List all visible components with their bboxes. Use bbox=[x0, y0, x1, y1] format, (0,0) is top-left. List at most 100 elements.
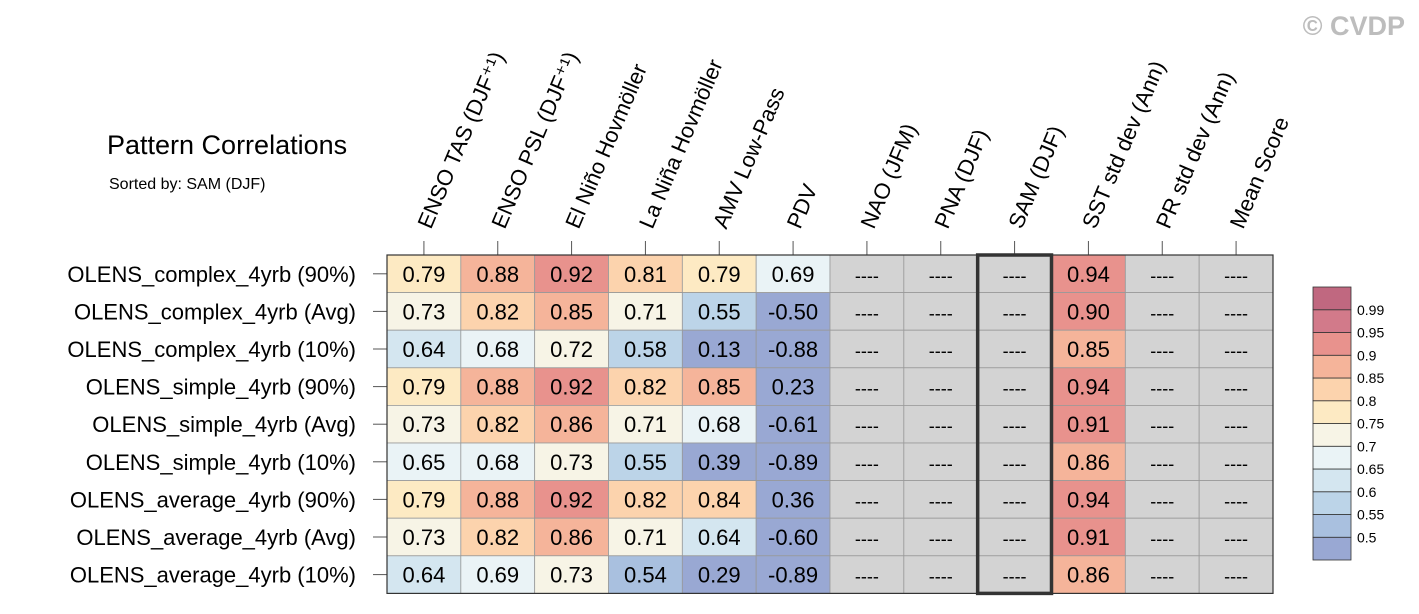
column-header: SST std dev (Ann) bbox=[1077, 57, 1170, 232]
row-label: OLENS_simple_4yrb (90%) bbox=[86, 375, 356, 400]
cell-value: ---- bbox=[1003, 454, 1027, 474]
heatmap-cell bbox=[534, 329, 609, 369]
cell-value: ---- bbox=[855, 303, 879, 323]
heatmap-cell bbox=[534, 442, 609, 481]
column-header: PNA (DJF) bbox=[929, 125, 993, 232]
heatmap-cell bbox=[1198, 292, 1274, 331]
cell-value: 0.88 bbox=[476, 262, 519, 287]
cell-value: ---- bbox=[1150, 454, 1174, 474]
heatmap-cell bbox=[534, 517, 609, 557]
row-label: OLENS_average_4yrb (10%) bbox=[70, 563, 356, 588]
row-label: OLENS_simple_4yrb (Avg) bbox=[92, 412, 356, 437]
colorbar-tick-label: 0.7 bbox=[1357, 438, 1377, 454]
cell-value: 0.92 bbox=[550, 487, 593, 512]
cell-value: ---- bbox=[1224, 379, 1248, 399]
cell-value: ---- bbox=[1224, 529, 1248, 549]
colorbar-segment bbox=[1312, 400, 1352, 424]
heatmap-cell bbox=[1051, 555, 1126, 594]
heatmap-cell bbox=[755, 254, 831, 293]
colorbar: 0.99 0.95 0.9 0.85 0.8 0.75 0.7 0.65 0.6 0.55 0.5 bbox=[1312, 286, 1384, 561]
column-header: La Niña Hovmöller bbox=[634, 56, 728, 232]
heatmap-cell bbox=[903, 517, 979, 557]
cell-value: ---- bbox=[1224, 266, 1248, 286]
heatmap-cell bbox=[1051, 517, 1126, 557]
cell-value: ---- bbox=[1224, 491, 1248, 511]
cell-value: ---- bbox=[1150, 379, 1174, 399]
heatmap-cell bbox=[903, 254, 979, 293]
cell-value: 0.73 bbox=[403, 412, 446, 437]
colorbar-segment bbox=[1312, 514, 1352, 538]
cell-value: ---- bbox=[929, 567, 953, 587]
cell-value: ---- bbox=[1150, 416, 1174, 436]
cell-value: ---- bbox=[1150, 491, 1174, 511]
cell-value: ---- bbox=[855, 454, 879, 474]
column-headers: ENSO TAS (DJF⁺¹)ENSO PSL (DJF⁺¹)El Niño … bbox=[413, 48, 1294, 255]
colorbar-segment bbox=[1312, 332, 1352, 356]
cell-value: ---- bbox=[1003, 491, 1027, 511]
heatmap-cell bbox=[460, 442, 536, 481]
heatmap-cell bbox=[1198, 555, 1274, 594]
chart-subtitle: Sorted by: SAM (DJF) bbox=[109, 176, 265, 193]
heatmap-cell bbox=[1124, 292, 1200, 331]
heatmap-cell bbox=[755, 367, 831, 406]
heatmap-cell bbox=[977, 442, 1052, 481]
cell-value: 0.64 bbox=[403, 563, 446, 588]
cell-value: ---- bbox=[1003, 266, 1027, 286]
heatmap-cell bbox=[903, 329, 979, 369]
heatmap-cell bbox=[1124, 442, 1200, 481]
cell-value: 0.72 bbox=[550, 337, 593, 362]
cell-value: 0.55 bbox=[624, 450, 667, 475]
cell-value: ---- bbox=[855, 529, 879, 549]
colorbar-tick-label: 0.95 bbox=[1357, 325, 1384, 341]
cell-value: 0.91 bbox=[1067, 412, 1110, 437]
colorbar-tick-label: 0.9 bbox=[1357, 347, 1377, 363]
cell-value: 0.73 bbox=[403, 525, 446, 550]
cell-value: 0.82 bbox=[624, 487, 667, 512]
chart-title: Pattern Correlations bbox=[107, 130, 347, 160]
heatmap-cell bbox=[386, 404, 462, 444]
column-header: Mean Score bbox=[1225, 113, 1294, 232]
colorbar-segment bbox=[1312, 491, 1352, 515]
cell-value: 0.55 bbox=[698, 299, 741, 324]
cell-value: 0.88 bbox=[476, 487, 519, 512]
heatmap-cell bbox=[460, 480, 536, 519]
row-label: OLENS_average_4yrb (90%) bbox=[70, 487, 356, 512]
heatmap-cell bbox=[681, 329, 757, 369]
cell-value: ---- bbox=[929, 416, 953, 436]
cell-value: ---- bbox=[929, 379, 953, 399]
cell-value: ---- bbox=[1150, 341, 1174, 361]
cell-value: ---- bbox=[1150, 567, 1174, 587]
cell-value: 0.23 bbox=[772, 375, 815, 400]
heatmap-cell bbox=[1124, 367, 1200, 406]
heatmap-cell bbox=[1124, 517, 1200, 557]
cell-value: 0.71 bbox=[624, 525, 667, 550]
cell-value: 0.68 bbox=[476, 337, 519, 362]
heatmap-cell bbox=[829, 480, 905, 519]
heatmap-cell bbox=[755, 480, 831, 519]
colorbar-tick-label: 0.5 bbox=[1357, 529, 1377, 545]
cell-value: 0.69 bbox=[476, 563, 519, 588]
column-header: SAM (DJF) bbox=[1003, 122, 1069, 232]
cell-value: ---- bbox=[1003, 303, 1027, 323]
cell-value: ---- bbox=[855, 416, 879, 436]
cell-value: 0.68 bbox=[698, 412, 741, 437]
cell-value: 0.79 bbox=[403, 262, 446, 287]
cell-value: 0.68 bbox=[476, 450, 519, 475]
colorbar-segment bbox=[1312, 468, 1352, 493]
cell-value: 0.81 bbox=[624, 262, 667, 287]
colorbar-tick-label: 0.75 bbox=[1357, 416, 1384, 432]
cell-value: 0.92 bbox=[550, 375, 593, 400]
cell-value: ---- bbox=[1003, 529, 1027, 549]
row-label: OLENS_complex_4yrb (Avg) bbox=[74, 299, 356, 324]
cell-value: 0.79 bbox=[403, 375, 446, 400]
cell-value: ---- bbox=[1224, 454, 1248, 474]
heatmap-cell bbox=[1124, 404, 1200, 444]
cell-value: ---- bbox=[855, 266, 879, 286]
cell-value: 0.86 bbox=[1067, 450, 1110, 475]
colorbar-segment bbox=[1312, 536, 1352, 561]
colorbar-tick-label: 0.6 bbox=[1357, 484, 1377, 500]
cell-value: ---- bbox=[929, 266, 953, 286]
cell-value: 0.94 bbox=[1067, 375, 1110, 400]
cell-value: -0.60 bbox=[768, 525, 818, 550]
cell-value: 0.29 bbox=[698, 563, 741, 588]
